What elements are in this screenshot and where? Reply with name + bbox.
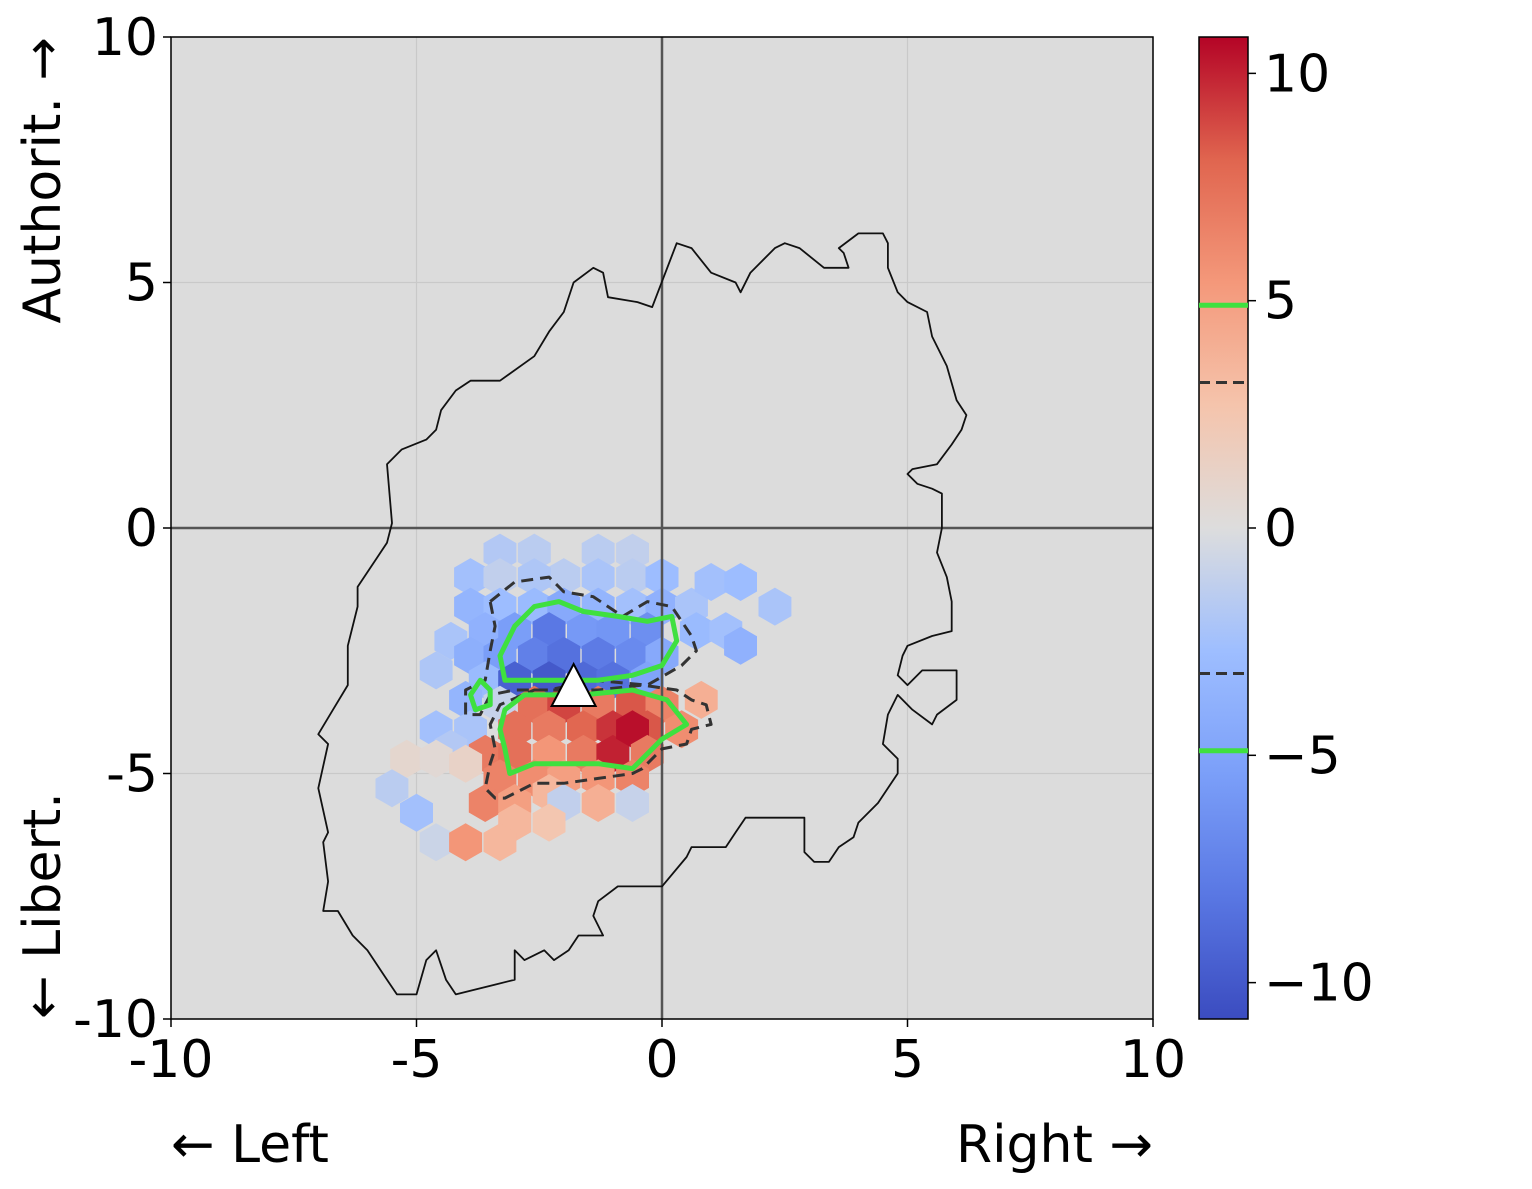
hexbin xyxy=(449,823,483,862)
outline-layer xyxy=(317,232,968,996)
hexbin xyxy=(616,558,649,597)
hexbin xyxy=(547,558,581,597)
colorbar-tick-label: 10 xyxy=(1264,44,1330,104)
colorbar-ticks: 10 5 0 −5 −10 xyxy=(1248,44,1374,1014)
colorbar-tick-label: −10 xyxy=(1264,954,1374,1014)
y-tick-label: 10 xyxy=(92,8,158,68)
hexbin xyxy=(532,803,566,842)
y-label-bottom: ← Libert. xyxy=(13,792,73,1019)
hexbin xyxy=(449,744,483,783)
y-tick-label: -10 xyxy=(73,990,158,1050)
hexbin xyxy=(724,563,757,601)
hexbin xyxy=(581,784,615,822)
hexbin xyxy=(581,558,615,597)
hexbin xyxy=(532,710,566,749)
hexbin xyxy=(616,533,649,572)
hexbin xyxy=(419,651,453,690)
y-label-top: Authorit. → xyxy=(13,37,73,324)
x-tick-label: -10 xyxy=(129,1030,214,1090)
hexbin xyxy=(498,710,532,749)
colorbar-contour-markers xyxy=(1199,302,1248,754)
hexbin xyxy=(724,626,757,665)
y-tick-label: 0 xyxy=(125,499,158,559)
hexbin xyxy=(454,558,487,597)
contour-dashed xyxy=(483,683,713,800)
hexbin xyxy=(581,533,615,572)
colorbar-tick-label: −5 xyxy=(1264,726,1341,786)
y-axis-ticks: 10 5 0 -5 -10 xyxy=(73,8,171,1050)
hexbin xyxy=(468,784,502,822)
hexbin xyxy=(616,784,649,822)
triangle-marker xyxy=(549,661,598,708)
x-label-left: ← Left xyxy=(171,1115,329,1175)
hexbin xyxy=(517,533,551,572)
hexbin xyxy=(483,823,517,862)
colorbar-tick-label: 0 xyxy=(1264,499,1297,559)
colorbar-tick-label: 5 xyxy=(1264,272,1297,332)
x-axis-ticks: -10 -5 0 5 10 xyxy=(129,1019,1186,1090)
colorbar xyxy=(1198,36,1249,1020)
hexbin xyxy=(419,823,453,862)
contour-solid xyxy=(497,687,690,776)
hexbin xyxy=(419,739,453,778)
contour-layer xyxy=(464,575,713,800)
hexbin xyxy=(375,769,409,808)
hexbin xyxy=(758,587,792,626)
hexbin xyxy=(390,739,424,778)
marker-layer xyxy=(549,661,598,708)
distribution-outline xyxy=(317,232,968,996)
contour-dashed xyxy=(464,575,698,717)
hexbin xyxy=(517,558,551,597)
hexbin xyxy=(679,612,713,651)
x-tick-label: 10 xyxy=(1120,1030,1186,1090)
hexbin xyxy=(684,680,718,719)
x-tick-label: -5 xyxy=(391,1030,443,1090)
hexbin xyxy=(694,563,728,601)
y-tick-label: -5 xyxy=(106,745,158,805)
x-label-right: Right → xyxy=(956,1115,1153,1175)
x-tick-label: 0 xyxy=(645,1030,678,1090)
y-tick-label: 5 xyxy=(125,254,158,314)
hexbin xyxy=(400,793,433,832)
contour-solid xyxy=(497,599,680,683)
reference-lines xyxy=(171,37,1153,1019)
x-tick-label: 5 xyxy=(891,1030,924,1090)
hexbin xyxy=(483,533,517,572)
contour-solid xyxy=(468,677,493,713)
hexbin xyxy=(567,710,600,749)
